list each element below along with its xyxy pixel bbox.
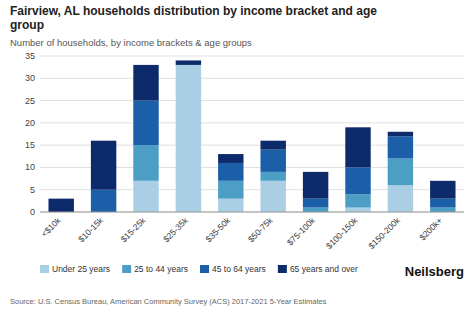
bar-segment — [218, 181, 243, 199]
subtitle: Number of households, by income brackets… — [10, 37, 252, 48]
x-tick-label: $35-50k — [203, 215, 232, 244]
y-tick-label: 0 — [30, 207, 35, 217]
bar-segment — [260, 181, 285, 212]
x-tick-label: $100-150k — [324, 215, 360, 251]
bar-segment — [430, 181, 455, 199]
legend-label: 45 to 64 years — [212, 264, 266, 274]
y-tick-label: 10 — [25, 162, 35, 172]
x-tick-label: $25-35k — [161, 215, 190, 244]
y-tick-label: 35 — [25, 51, 35, 61]
legend-label: 65 years and over — [290, 264, 358, 274]
source: Source: U.S. Census Bureau, American Com… — [10, 297, 327, 306]
x-tick-label: $15-25k — [119, 215, 148, 244]
bar-segment — [176, 65, 201, 212]
grid-line — [40, 78, 464, 79]
bar-segment — [303, 208, 328, 212]
bar-segment — [345, 208, 370, 212]
title: Fairview, AL households distribution by … — [10, 4, 377, 32]
y-tick-label: 20 — [25, 118, 35, 128]
bar-segment — [430, 199, 455, 208]
bar-segment — [345, 194, 370, 207]
bar-segment — [133, 145, 158, 181]
bar-segment — [345, 127, 370, 167]
legend-swatch — [40, 265, 49, 273]
grid-line — [40, 100, 464, 101]
bar-segment — [133, 101, 158, 146]
title-line: Fairview, AL households distribution by … — [10, 4, 377, 18]
legend: Under 25 years 25 to 44 years 45 to 64 yea… — [40, 264, 358, 274]
x-tick-label: $150-200k — [366, 215, 402, 251]
grid-line — [40, 122, 464, 123]
grid-line — [40, 212, 464, 213]
bar-segment — [133, 65, 158, 101]
x-tick-label: <$10k — [39, 215, 63, 239]
bar-segment — [260, 172, 285, 181]
bar-segment — [48, 199, 73, 212]
legend-swatch — [122, 265, 131, 273]
x-axis — [40, 212, 464, 213]
bar-segment — [303, 172, 328, 199]
legend-label: 25 to 44 years — [134, 264, 188, 274]
bar-segment — [176, 60, 201, 64]
annotation: Neilsberg — [405, 264, 464, 279]
bar-segment — [260, 141, 285, 150]
bar-segment — [91, 190, 116, 212]
bar-segment — [218, 199, 243, 212]
x-tick-label: $10-15k — [76, 215, 105, 244]
grid-line — [40, 56, 464, 57]
y-tick-label: 5 — [30, 185, 35, 195]
y-tick-label: 30 — [25, 73, 35, 83]
bar-segment — [388, 136, 413, 158]
legend-swatch — [200, 265, 209, 273]
x-tick-label: $200k+ — [417, 215, 444, 242]
bar-segment — [345, 167, 370, 194]
x-tick-label: $75-100k — [285, 215, 318, 248]
bar-segment — [91, 141, 116, 190]
legend-swatch — [278, 265, 287, 273]
bar-segment — [388, 185, 413, 212]
bar-segment — [430, 208, 455, 212]
x-tick-label: $50-75k — [246, 215, 275, 244]
bar-segment — [133, 181, 158, 212]
bar-segment — [218, 154, 243, 163]
bar-segment — [218, 163, 243, 181]
y-tick-label: 25 — [25, 96, 35, 106]
bar-segment — [388, 159, 413, 186]
bar-segment — [260, 150, 285, 172]
bar-segment — [388, 132, 413, 136]
legend-label: Under 25 years — [52, 264, 110, 274]
bar-segment — [303, 199, 328, 208]
title-line: group — [10, 18, 44, 32]
y-tick-label: 15 — [25, 140, 35, 150]
